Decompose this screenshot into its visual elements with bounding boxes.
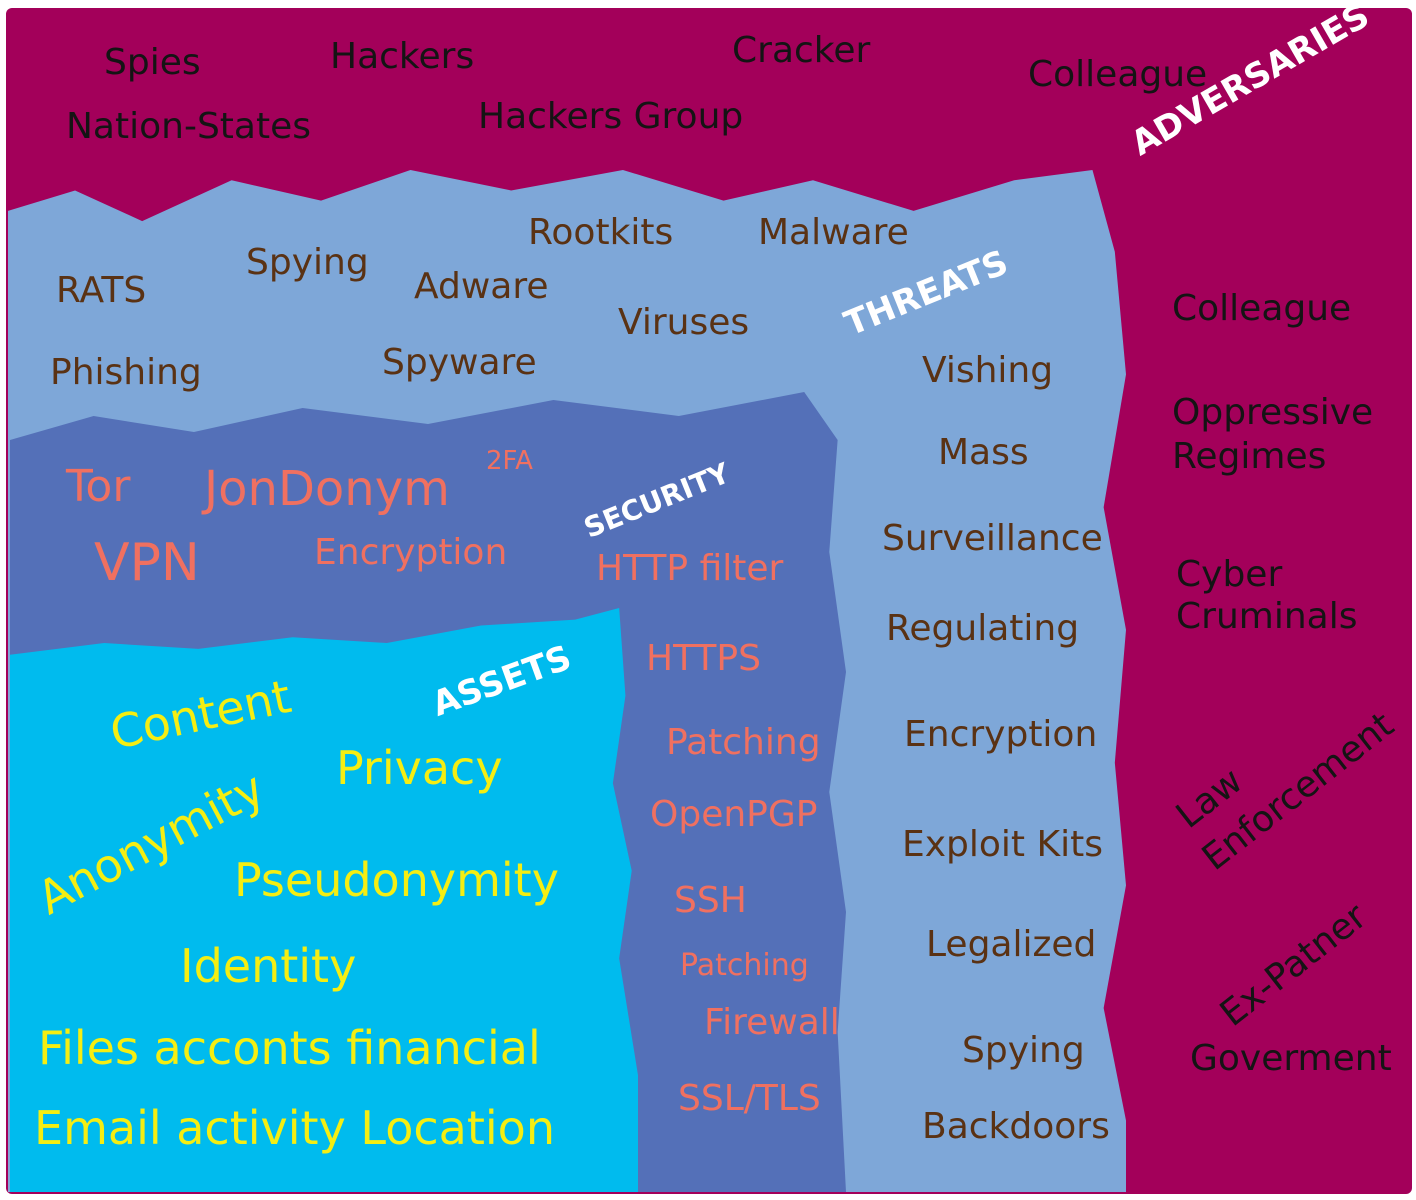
- threat-label: Spyware: [382, 342, 537, 383]
- adversary-label: Cracker: [732, 30, 871, 71]
- adversary-label: Cyber: [1176, 554, 1283, 595]
- security-label: SSH: [674, 880, 747, 921]
- security-label: HTTPS: [646, 638, 761, 679]
- assets-region: [10, 608, 638, 1192]
- adversary-label: Colleague: [1172, 288, 1352, 329]
- adversary-label: Colleague: [1028, 54, 1208, 95]
- threat-label: Backdoors: [922, 1106, 1110, 1147]
- threat-label: Legalized: [926, 924, 1097, 965]
- threat-label: Phishing: [50, 352, 202, 393]
- asset-label: Identity: [180, 939, 357, 993]
- security-label: Tor: [66, 461, 131, 512]
- adversary-label: Cruminals: [1176, 596, 1358, 637]
- security-label: 2FA: [486, 446, 533, 476]
- adversary-label: Hackers: [330, 36, 475, 77]
- security-label: SSL/TLS: [678, 1078, 821, 1119]
- adversary-label: Spies: [104, 42, 201, 83]
- adversary-label: Goverment: [1190, 1038, 1392, 1079]
- threat-label: Adware: [414, 266, 549, 307]
- threat-label: Spying: [962, 1030, 1085, 1071]
- threat-label: Malware: [758, 212, 909, 253]
- asset-label: Privacy: [336, 741, 503, 795]
- threat-label: Viruses: [618, 302, 750, 343]
- threat-label: Rootkits: [528, 212, 674, 253]
- threat-label: Regulating: [886, 608, 1080, 649]
- security-label: Patching: [666, 722, 821, 763]
- security-label: VPN: [94, 533, 200, 593]
- asset-label: Email activity Location: [34, 1101, 555, 1155]
- adversary-label: Hackers Group: [478, 96, 744, 137]
- security-label: HTTP filter: [596, 548, 784, 589]
- threat-label: Encryption: [904, 714, 1098, 755]
- adversary-label: Nation-States: [66, 106, 311, 147]
- threat-label: RATS: [56, 270, 147, 311]
- threat-label: Spying: [246, 242, 369, 283]
- asset-label: Files acconts financial: [38, 1021, 541, 1075]
- adversary-label: Oppressive: [1172, 392, 1374, 433]
- threat-label: Exploit Kits: [902, 824, 1103, 865]
- adversary-label: Regimes: [1172, 436, 1327, 477]
- threat-label: Vishing: [922, 350, 1054, 391]
- security-label: Patching: [680, 948, 809, 983]
- threat-label: Surveillance: [882, 518, 1103, 559]
- security-label: Encryption: [314, 532, 508, 573]
- security-label: Firewall: [704, 1002, 840, 1043]
- threat-label: Mass: [938, 432, 1029, 473]
- asset-label: Pseudonymity: [234, 853, 559, 907]
- security-label: OpenPGP: [650, 794, 818, 835]
- security-label: JonDonym: [204, 461, 450, 517]
